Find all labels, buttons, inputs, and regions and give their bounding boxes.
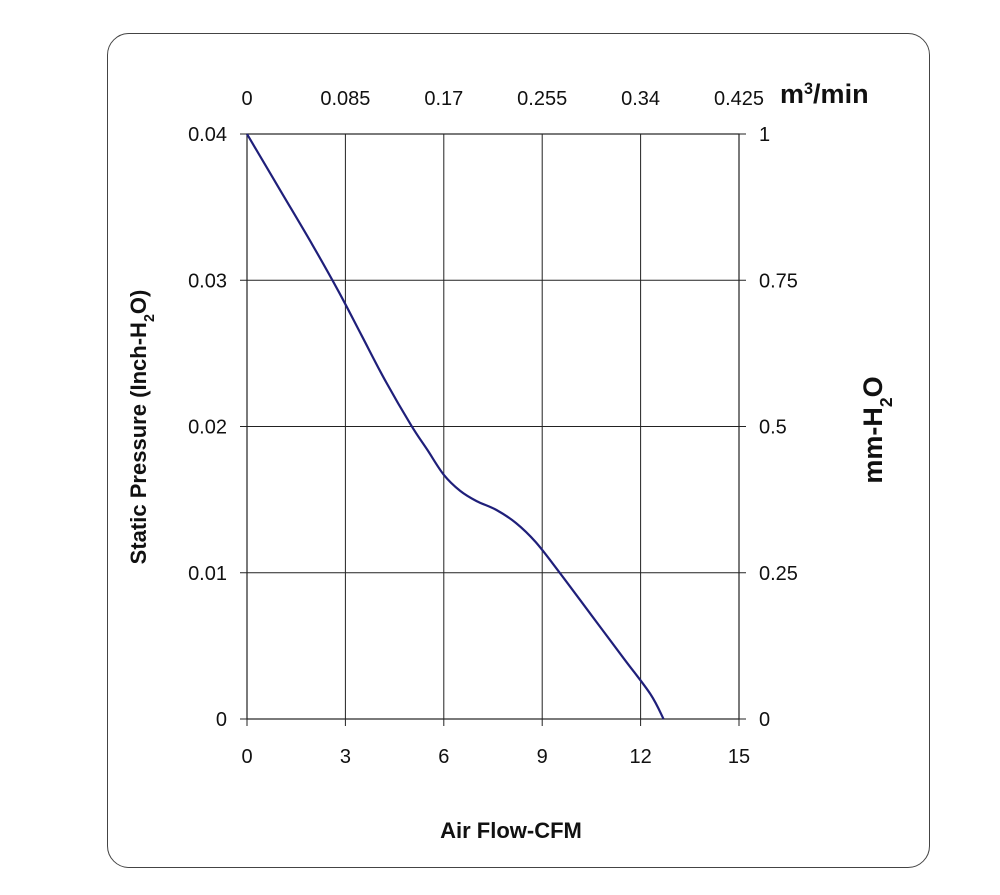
y-tick-label: 0.01 xyxy=(188,563,227,585)
top-tick-label: 0.255 xyxy=(517,88,567,110)
right-tick-label: 0 xyxy=(759,709,770,731)
x-tick-label: 9 xyxy=(537,746,548,768)
grid xyxy=(247,134,739,719)
right-tick-label: 0.5 xyxy=(759,417,787,439)
y-tick-label: 0 xyxy=(216,709,227,731)
x-tick-label: 12 xyxy=(629,746,651,768)
y-tick-label: 0.02 xyxy=(188,417,227,439)
y-axis-title: Static Pressure (Inch-H2O) xyxy=(126,290,158,565)
right-axis-title: mm-H2O xyxy=(858,376,896,483)
x-tick-label: 6 xyxy=(438,746,449,768)
x-tick-label: 15 xyxy=(728,746,750,768)
y-tick-label: 0.04 xyxy=(188,124,227,146)
right-tick-label: 1 xyxy=(759,124,770,146)
x-tick-label: 0 xyxy=(241,746,252,768)
x-tick-label: 3 xyxy=(340,746,351,768)
top-tick-label: 0.34 xyxy=(621,88,660,110)
right-tick-label: 0.75 xyxy=(759,270,798,292)
chart-frame xyxy=(107,33,930,868)
top-tick-label: 0.17 xyxy=(424,88,463,110)
series-line xyxy=(246,133,665,720)
top-axis-title: m3/min xyxy=(780,79,869,109)
top-tick-label: 0.085 xyxy=(320,88,370,110)
x-axis-title: Air Flow-CFM xyxy=(440,818,582,843)
y-tick-label: 0.03 xyxy=(188,270,227,292)
top-tick-label: 0 xyxy=(241,88,252,110)
top-tick-label: 0.425 xyxy=(714,88,764,110)
right-tick-label: 0.25 xyxy=(759,563,798,585)
